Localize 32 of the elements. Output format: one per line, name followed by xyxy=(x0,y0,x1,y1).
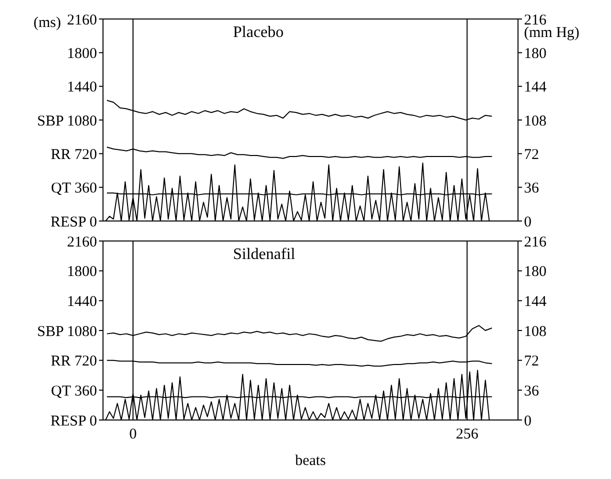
y2-tick-label: 72 xyxy=(524,146,539,163)
y-tick-label: SBP 1080 xyxy=(37,324,97,340)
y2-tick-label: 72 xyxy=(524,354,539,370)
y2-tick-label: 0 xyxy=(524,214,532,230)
x-tick-label: 256 xyxy=(456,426,479,443)
y-tick-label: 1800 xyxy=(67,264,97,280)
y2-tick-label: 144 xyxy=(524,294,547,310)
y2-tick-label: 180 xyxy=(524,46,546,62)
y2-tick-label: 36 xyxy=(524,383,540,400)
y-tick-label: RR 720 xyxy=(50,354,97,370)
y-tick-label: 2160 xyxy=(67,12,97,28)
y-tick-label: RESP 0 xyxy=(50,413,97,430)
y-tick-label: 1440 xyxy=(67,80,97,96)
y2-tick-label: 108 xyxy=(524,324,546,340)
y-tick-label: QT 360 xyxy=(51,180,97,197)
y2-tick-label: 0 xyxy=(524,413,532,430)
y2-tick-label: 108 xyxy=(524,113,546,130)
y2-tick-label: 216 xyxy=(524,234,547,250)
y2-tick-label: 36 xyxy=(524,180,540,197)
x-axis-title: beats xyxy=(295,453,326,469)
y-tick-label: QT 360 xyxy=(51,383,97,400)
y-tick-label: 1440 xyxy=(67,294,97,310)
y2-tick-label: 180 xyxy=(524,264,546,280)
y-axis-title: (ms) xyxy=(34,15,61,31)
chart-title: Placebo xyxy=(233,24,284,42)
y-tick-label: 2160 xyxy=(67,234,97,250)
y-tick-label: 1800 xyxy=(67,46,97,62)
y-tick-label: RESP 0 xyxy=(50,214,97,230)
chart-title: Sildenafil xyxy=(233,246,296,264)
y2-tick-label: 144 xyxy=(524,80,547,96)
y-tick-label: RR 720 xyxy=(50,146,97,163)
y-tick-label: SBP 1080 xyxy=(37,113,97,130)
